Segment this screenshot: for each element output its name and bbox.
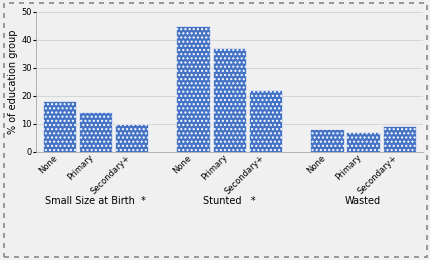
Text: Stunted   *: Stunted * [203,196,255,206]
Text: Small Size at Birth  *: Small Size at Birth * [45,196,146,206]
Text: Wasted: Wasted [344,196,380,206]
Bar [212,48,246,152]
Bar [346,132,379,152]
Bar [382,126,415,152]
Bar [176,26,209,152]
Bar [79,113,112,152]
Bar [115,124,148,152]
Bar [248,90,282,152]
Bar [43,101,76,152]
Y-axis label: % of education group: % of education group [8,29,18,134]
Bar [309,129,343,152]
